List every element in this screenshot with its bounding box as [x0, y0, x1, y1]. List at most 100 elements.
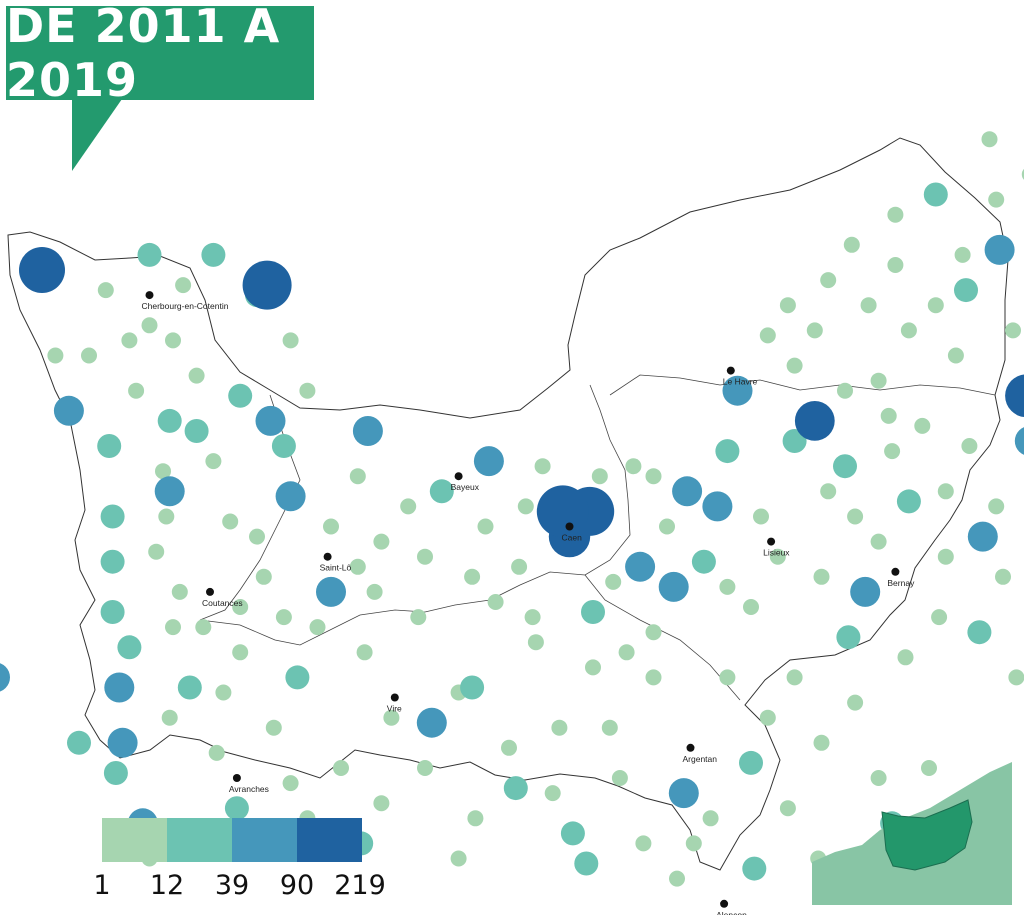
count-marker [794, 401, 835, 441]
legend-tick-1: 1 [93, 870, 111, 901]
small-marker [208, 744, 225, 761]
small-marker [813, 568, 830, 585]
count-marker [255, 405, 286, 436]
count-marker [850, 576, 881, 607]
city-dot [565, 522, 574, 531]
small-marker [900, 322, 917, 339]
city-label: Cherbourg-en-Cotentin [142, 301, 229, 311]
legend-tick-2: 12 [149, 870, 185, 901]
small-marker [299, 382, 316, 399]
count-marker [833, 454, 857, 479]
small-marker [323, 518, 339, 535]
count-marker [154, 476, 185, 507]
small-marker [450, 850, 467, 867]
city-dot [726, 366, 735, 375]
small-marker [477, 518, 494, 535]
count-marker [19, 247, 65, 293]
legend-swatch-2 [167, 818, 232, 862]
count-marker [668, 778, 699, 809]
small-marker [897, 649, 914, 666]
small-marker [333, 760, 349, 776]
count-marker [782, 429, 807, 453]
small-marker [769, 548, 786, 565]
small-marker [659, 518, 675, 535]
count-marker [103, 761, 128, 785]
small-marker [847, 694, 864, 711]
small-marker [158, 508, 175, 525]
count-marker [184, 419, 209, 443]
count-marker [177, 675, 202, 700]
city-label: Lisieux [763, 548, 790, 558]
small-marker [601, 719, 618, 736]
small-marker [645, 468, 662, 485]
small-marker [275, 609, 292, 626]
count-marker [503, 776, 528, 801]
count-marker [201, 242, 226, 267]
small-marker [988, 191, 1005, 208]
small-marker [171, 583, 188, 600]
small-marker [417, 548, 433, 565]
small-marker [995, 568, 1011, 585]
count-marker [104, 672, 135, 703]
small-marker [534, 458, 551, 475]
small-marker [961, 438, 978, 454]
small-marker [820, 483, 837, 500]
inset-region-highlight [881, 799, 973, 871]
small-marker [501, 739, 517, 756]
small-marker [645, 669, 662, 686]
city-label: Coutances [202, 598, 243, 608]
small-marker [1008, 669, 1024, 686]
small-marker [618, 644, 635, 661]
small-marker [837, 382, 853, 399]
count-marker [53, 395, 84, 426]
count-marker [742, 856, 767, 881]
small-marker [1005, 322, 1021, 339]
small-marker [366, 583, 383, 600]
small-marker [511, 558, 528, 575]
small-marker [121, 332, 138, 349]
count-marker [1005, 374, 1024, 418]
small-marker [487, 594, 504, 610]
small-marker [759, 709, 776, 726]
legend-tick-4: 90 [279, 870, 315, 901]
small-marker [954, 246, 971, 263]
small-marker [265, 719, 282, 736]
city-label: Le Havre [723, 377, 758, 387]
city-dot [891, 567, 900, 576]
count-marker [896, 489, 921, 514]
city-label: Alençon [716, 910, 747, 915]
small-marker [349, 468, 366, 485]
small-marker [232, 599, 249, 615]
small-marker [884, 443, 901, 460]
count-marker [967, 620, 992, 645]
small-marker [981, 131, 998, 148]
small-marker [373, 795, 390, 812]
small-marker [282, 332, 299, 349]
small-marker [249, 528, 265, 545]
small-marker [813, 734, 830, 751]
small-marker [232, 644, 249, 661]
small-marker [585, 659, 601, 676]
small-marker [988, 498, 1005, 515]
title-banner: DE 2011 À 2019 [6, 0, 314, 107]
count-marker [242, 260, 292, 310]
map-title: DE 2011 À 2019 [6, 0, 281, 107]
count-marker [429, 479, 454, 504]
small-marker [165, 619, 181, 636]
city-dot [232, 774, 241, 782]
small-marker [464, 568, 481, 585]
small-marker [880, 407, 897, 424]
count-marker [672, 476, 703, 507]
small-marker [645, 624, 662, 641]
count-marker [0, 663, 10, 692]
count-marker [285, 665, 310, 690]
city-label: Argentan [683, 754, 718, 764]
count-marker [473, 446, 504, 477]
small-marker [544, 785, 561, 802]
small-marker [611, 770, 628, 786]
small-marker [625, 458, 642, 475]
small-marker [47, 347, 64, 364]
count-marker [923, 182, 948, 207]
city-label: Vire [387, 704, 402, 714]
city-dot [206, 587, 214, 596]
